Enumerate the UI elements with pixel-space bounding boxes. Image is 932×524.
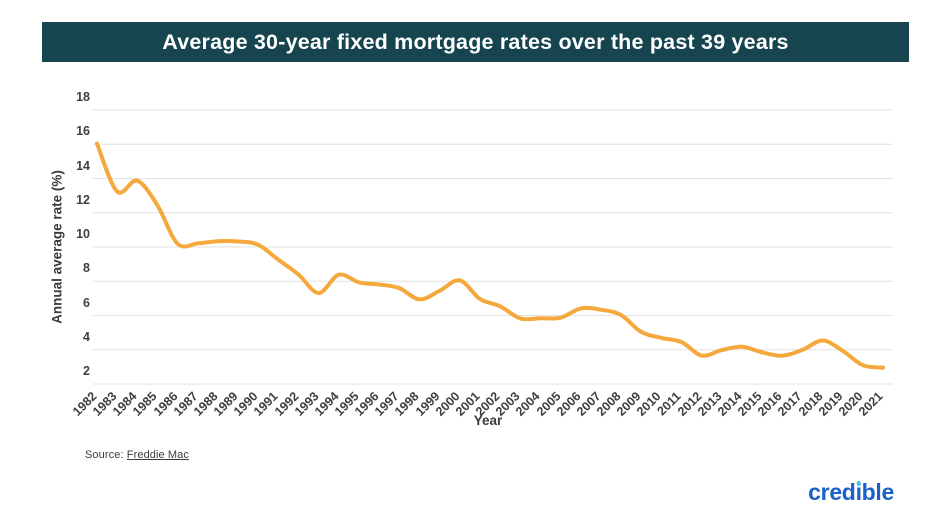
x-axis-title: Year [473, 413, 503, 428]
y-tick-label: 18 [76, 90, 90, 104]
source-prefix: Source: [85, 449, 127, 461]
credible-logo[interactable]: credı ble [808, 479, 894, 506]
logo-dotless-i: ı [855, 479, 862, 505]
chart-title-bar: Average 30-year fixed mortgage rates ove… [42, 22, 909, 62]
logo-text-right: ble [861, 479, 895, 505]
y-tick-label: 14 [76, 158, 90, 173]
rate-line [95, 141, 885, 370]
y-tick-label: 6 [83, 295, 90, 310]
y-tick-label: 10 [76, 227, 90, 241]
chart-title: Average 30-year fixed mortgage rates ove… [162, 29, 789, 54]
y-tick-label: 4 [83, 329, 90, 344]
logo-text-left: cred [808, 479, 856, 505]
y-tick-label: 8 [83, 261, 90, 276]
credible-i-dot [856, 481, 861, 486]
y-tick-label: 12 [76, 192, 90, 207]
source-link[interactable]: Freddie Mac [126, 449, 189, 461]
source-note: Source: Freddie Mac [85, 449, 189, 461]
logo-i: ı [856, 479, 862, 506]
y-tick-label: 16 [76, 124, 90, 139]
y-tick-label: 2 [83, 364, 90, 378]
